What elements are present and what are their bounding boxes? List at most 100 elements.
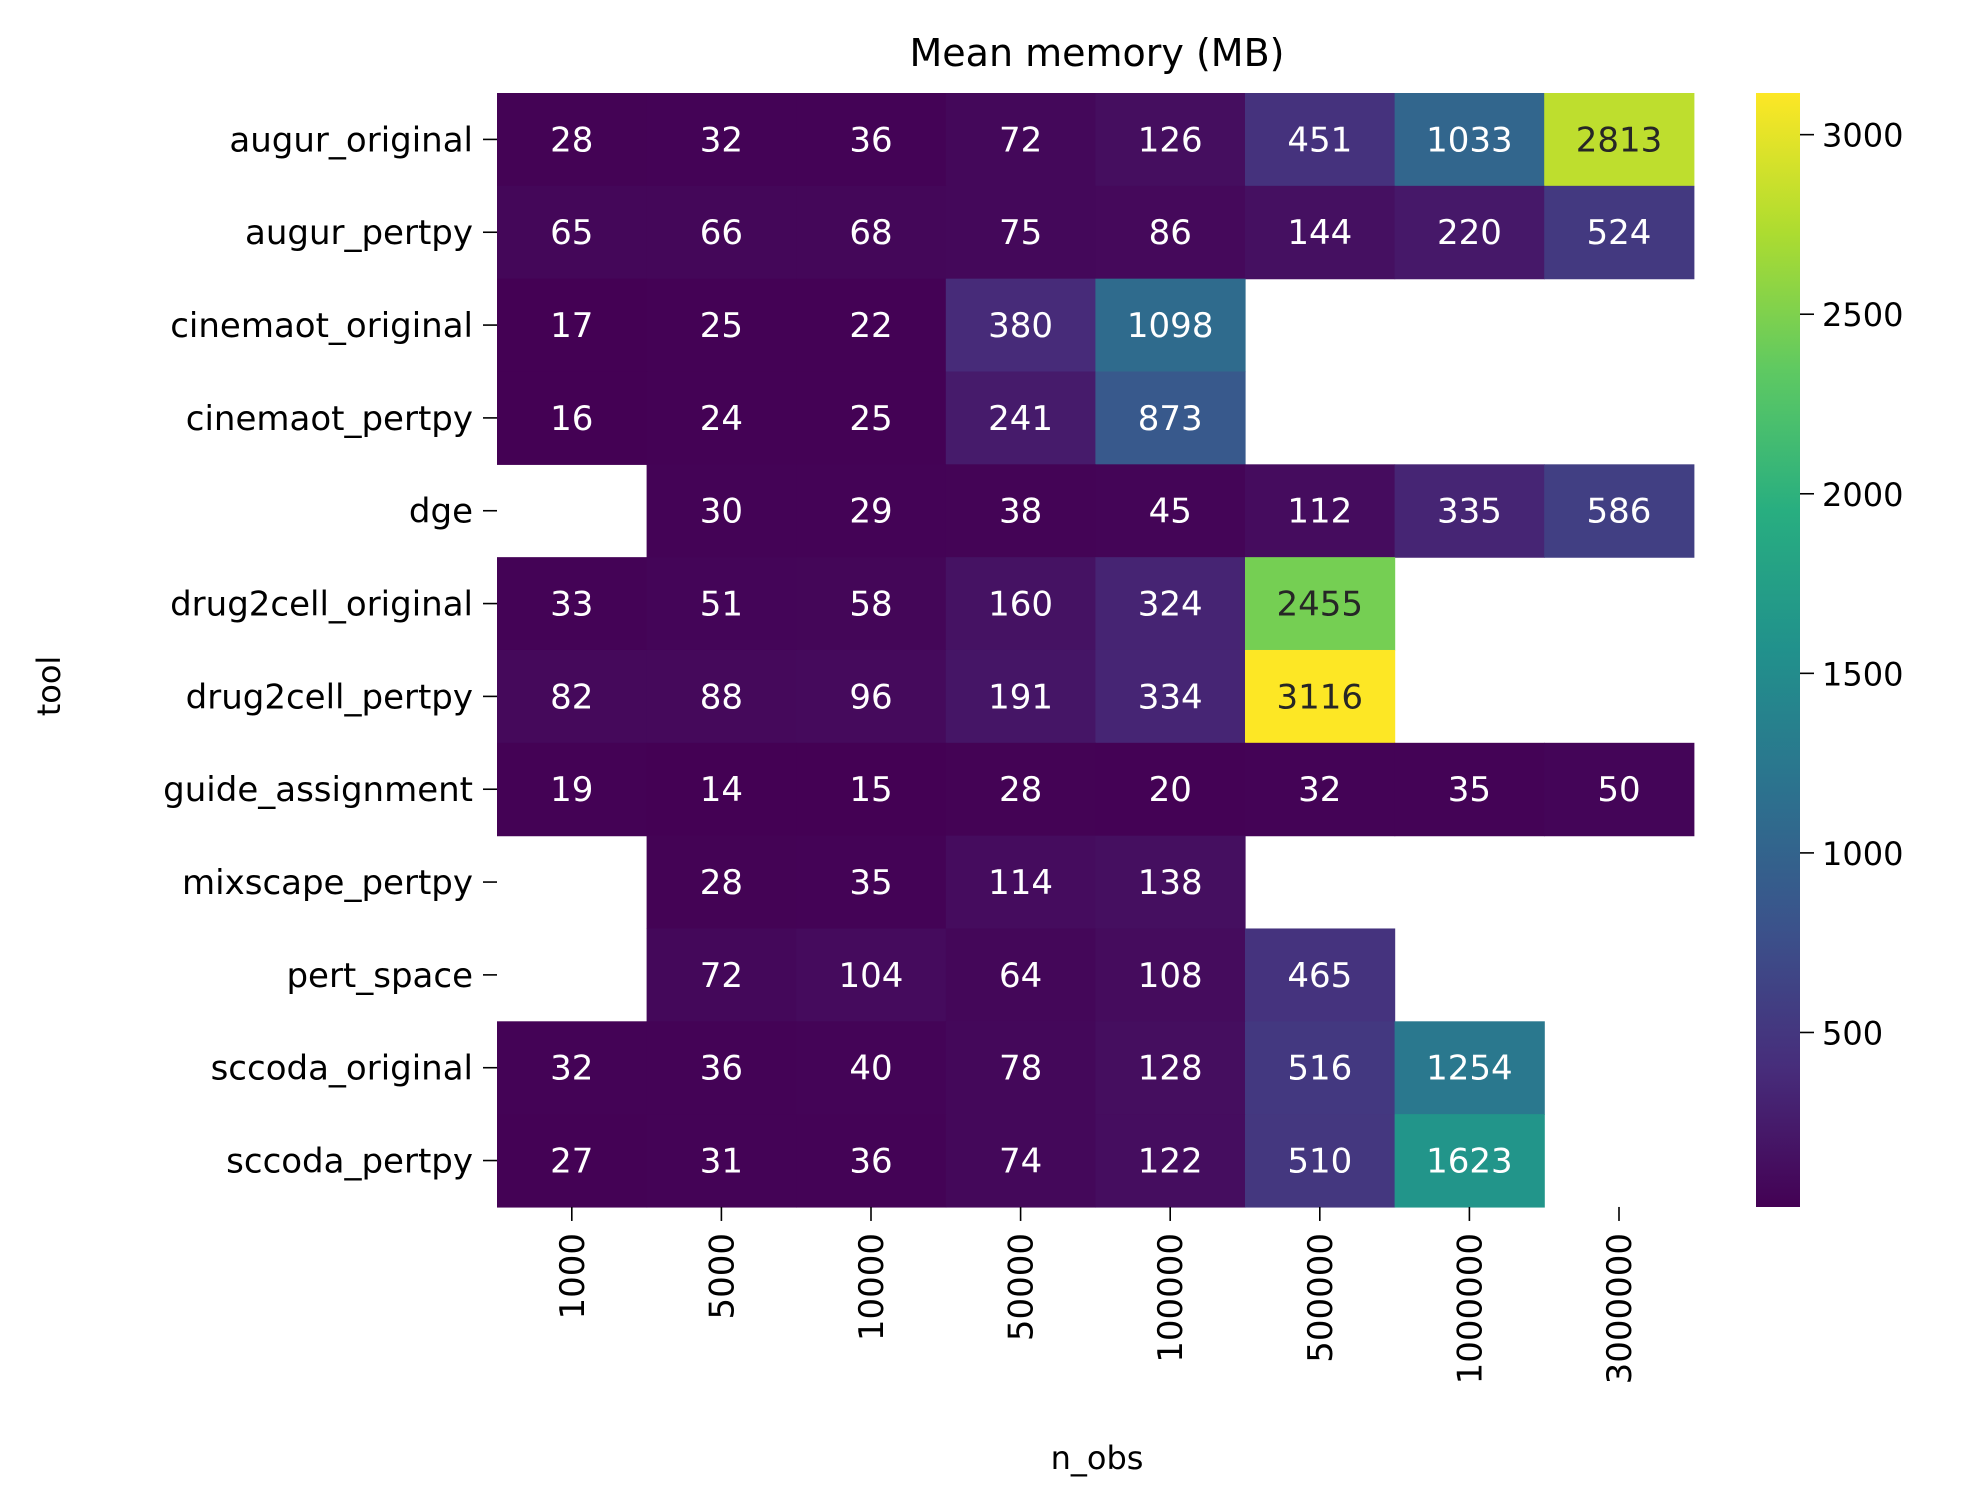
colorbar-tick-label: 2500	[1822, 296, 1903, 334]
cell-value-label: 31	[700, 1142, 743, 1182]
cell-value-label: 516	[1287, 1049, 1352, 1089]
heatmap-cell	[497, 649, 648, 744]
cell-value-label: 112	[1287, 492, 1352, 532]
colorbar-tick-label: 2000	[1822, 476, 1903, 514]
cell-value-label: 25	[700, 306, 743, 346]
cell-value-label: 19	[550, 770, 593, 810]
heatmap-cell	[796, 928, 947, 1022]
y-axis-ticks: augur_original augur_pertpy cinemaot_origi…	[163, 120, 497, 1182]
heatmap-cell	[1095, 93, 1246, 187]
heatmap-cell	[1245, 1114, 1396, 1208]
heatmap-cell	[1394, 1021, 1545, 1115]
heatmap-cell	[945, 557, 1096, 651]
cell-value-label: 2455	[1277, 585, 1364, 625]
cell-value-label: 14	[700, 770, 743, 810]
cell-value-label: 27	[550, 1142, 593, 1182]
cell-value-label: 36	[849, 1142, 892, 1182]
cell-value-label: 51	[700, 585, 743, 625]
chart-title: Mean memory (MB)	[910, 31, 1285, 75]
x-tick-label: 500000	[1301, 1233, 1341, 1363]
heatmap-cell	[796, 557, 947, 651]
heatmap-cell	[945, 649, 1096, 744]
cell-value-label: 64	[999, 956, 1042, 996]
cell-value-label: 1098	[1127, 306, 1214, 346]
x-tick-label: 1000000	[1450, 1233, 1490, 1384]
y-tick-label: cinemaot_original	[170, 306, 473, 346]
heatmap-cell	[646, 1114, 797, 1208]
x-tick-label: 100000	[1151, 1233, 1191, 1363]
heatmap-cell	[1394, 93, 1545, 187]
heatmap-cell	[945, 93, 1096, 187]
heatmap-cells	[497, 93, 1695, 1208]
heatmap-cell	[497, 742, 648, 837]
heatmap-cell	[497, 557, 648, 651]
heatmap-cell	[646, 371, 797, 465]
cell-value-label: 586	[1587, 492, 1652, 532]
y-tick-label: pert_space	[286, 956, 473, 996]
heatmap-cell	[1245, 185, 1396, 280]
x-tick-label: 1000	[553, 1233, 593, 1320]
heatmap-cell	[1095, 278, 1246, 373]
x-axis-ticks: 1000 5000 10000 50000 100000 500000 1000000 300…	[553, 1206, 1640, 1384]
cell-value-label: 20	[1149, 770, 1192, 810]
cell-value-label: 16	[550, 399, 593, 439]
heatmap-cell	[1245, 649, 1396, 744]
cell-value-label: 50	[1597, 770, 1640, 810]
colorbar-ticks: 500 1000 1500 2000 2500 3000	[1800, 117, 1903, 1052]
heatmap-cell	[945, 464, 1096, 558]
cell-value-label: 96	[849, 677, 892, 717]
heatmap-cell	[945, 185, 1096, 280]
cell-value-label: 72	[700, 956, 743, 996]
heatmap-cell	[1544, 464, 1695, 558]
heatmap-cell	[796, 371, 947, 465]
heatmap-cell	[1394, 185, 1545, 280]
cell-value-label: 72	[999, 120, 1042, 160]
cell-value-label: 138	[1138, 863, 1203, 903]
cell-value-label: 35	[1448, 770, 1491, 810]
heatmap-cell	[1394, 742, 1545, 837]
cell-value-label: 2813	[1576, 120, 1663, 160]
y-tick-label: sccoda_pertpy	[226, 1142, 473, 1182]
heatmap-cell	[646, 649, 797, 744]
colorbar-tick-label: 1500	[1822, 655, 1903, 693]
cell-value-label: 334	[1138, 677, 1203, 717]
cell-value-label: 25	[849, 399, 892, 439]
cell-value-label: 524	[1587, 213, 1652, 253]
cell-value-label: 36	[700, 1049, 743, 1089]
cell-value-label: 32	[1298, 770, 1341, 810]
cell-value-label: 68	[849, 213, 892, 253]
cell-value-label: 144	[1287, 213, 1352, 253]
heatmap-cell	[1095, 185, 1246, 280]
cell-value-label: 380	[988, 306, 1053, 346]
x-tick-label: 3000000	[1600, 1233, 1640, 1384]
heatmap-cell	[1544, 93, 1695, 187]
cell-value-label: 191	[988, 677, 1053, 717]
heatmap-cell	[646, 835, 797, 930]
y-tick-label: cinemaot_pertpy	[186, 399, 473, 439]
heatmap-cell	[497, 93, 648, 187]
cell-value-label: 65	[550, 213, 593, 253]
cell-value-label: 126	[1138, 120, 1203, 160]
y-tick-label: guide_assignment	[163, 770, 473, 810]
cell-value-label: 24	[700, 399, 743, 439]
heatmap-cell	[497, 185, 648, 280]
heatmap-cell	[1095, 464, 1246, 558]
cell-value-label: 15	[849, 770, 892, 810]
x-tick-label: 5000	[702, 1233, 742, 1320]
heatmap-cell	[1394, 1114, 1545, 1208]
x-tick-label: 50000	[1002, 1233, 1042, 1341]
cell-value-label: 32	[550, 1049, 593, 1089]
y-tick-label: augur_original	[229, 120, 473, 160]
heatmap-cell	[796, 185, 947, 280]
heatmap-cell	[646, 93, 797, 187]
heatmap-cell	[945, 1114, 1096, 1208]
heatmap-cell	[796, 1021, 947, 1115]
y-tick-label: mixscape_pertpy	[182, 863, 473, 903]
heatmap-cell	[796, 742, 947, 837]
cell-value-label: 335	[1437, 492, 1502, 532]
heatmap-cell	[646, 557, 797, 651]
heatmap-cell	[1544, 185, 1695, 280]
cell-value-label: 1033	[1426, 120, 1513, 160]
heatmap-cell	[1095, 371, 1246, 465]
heatmap-cell	[796, 1114, 947, 1208]
